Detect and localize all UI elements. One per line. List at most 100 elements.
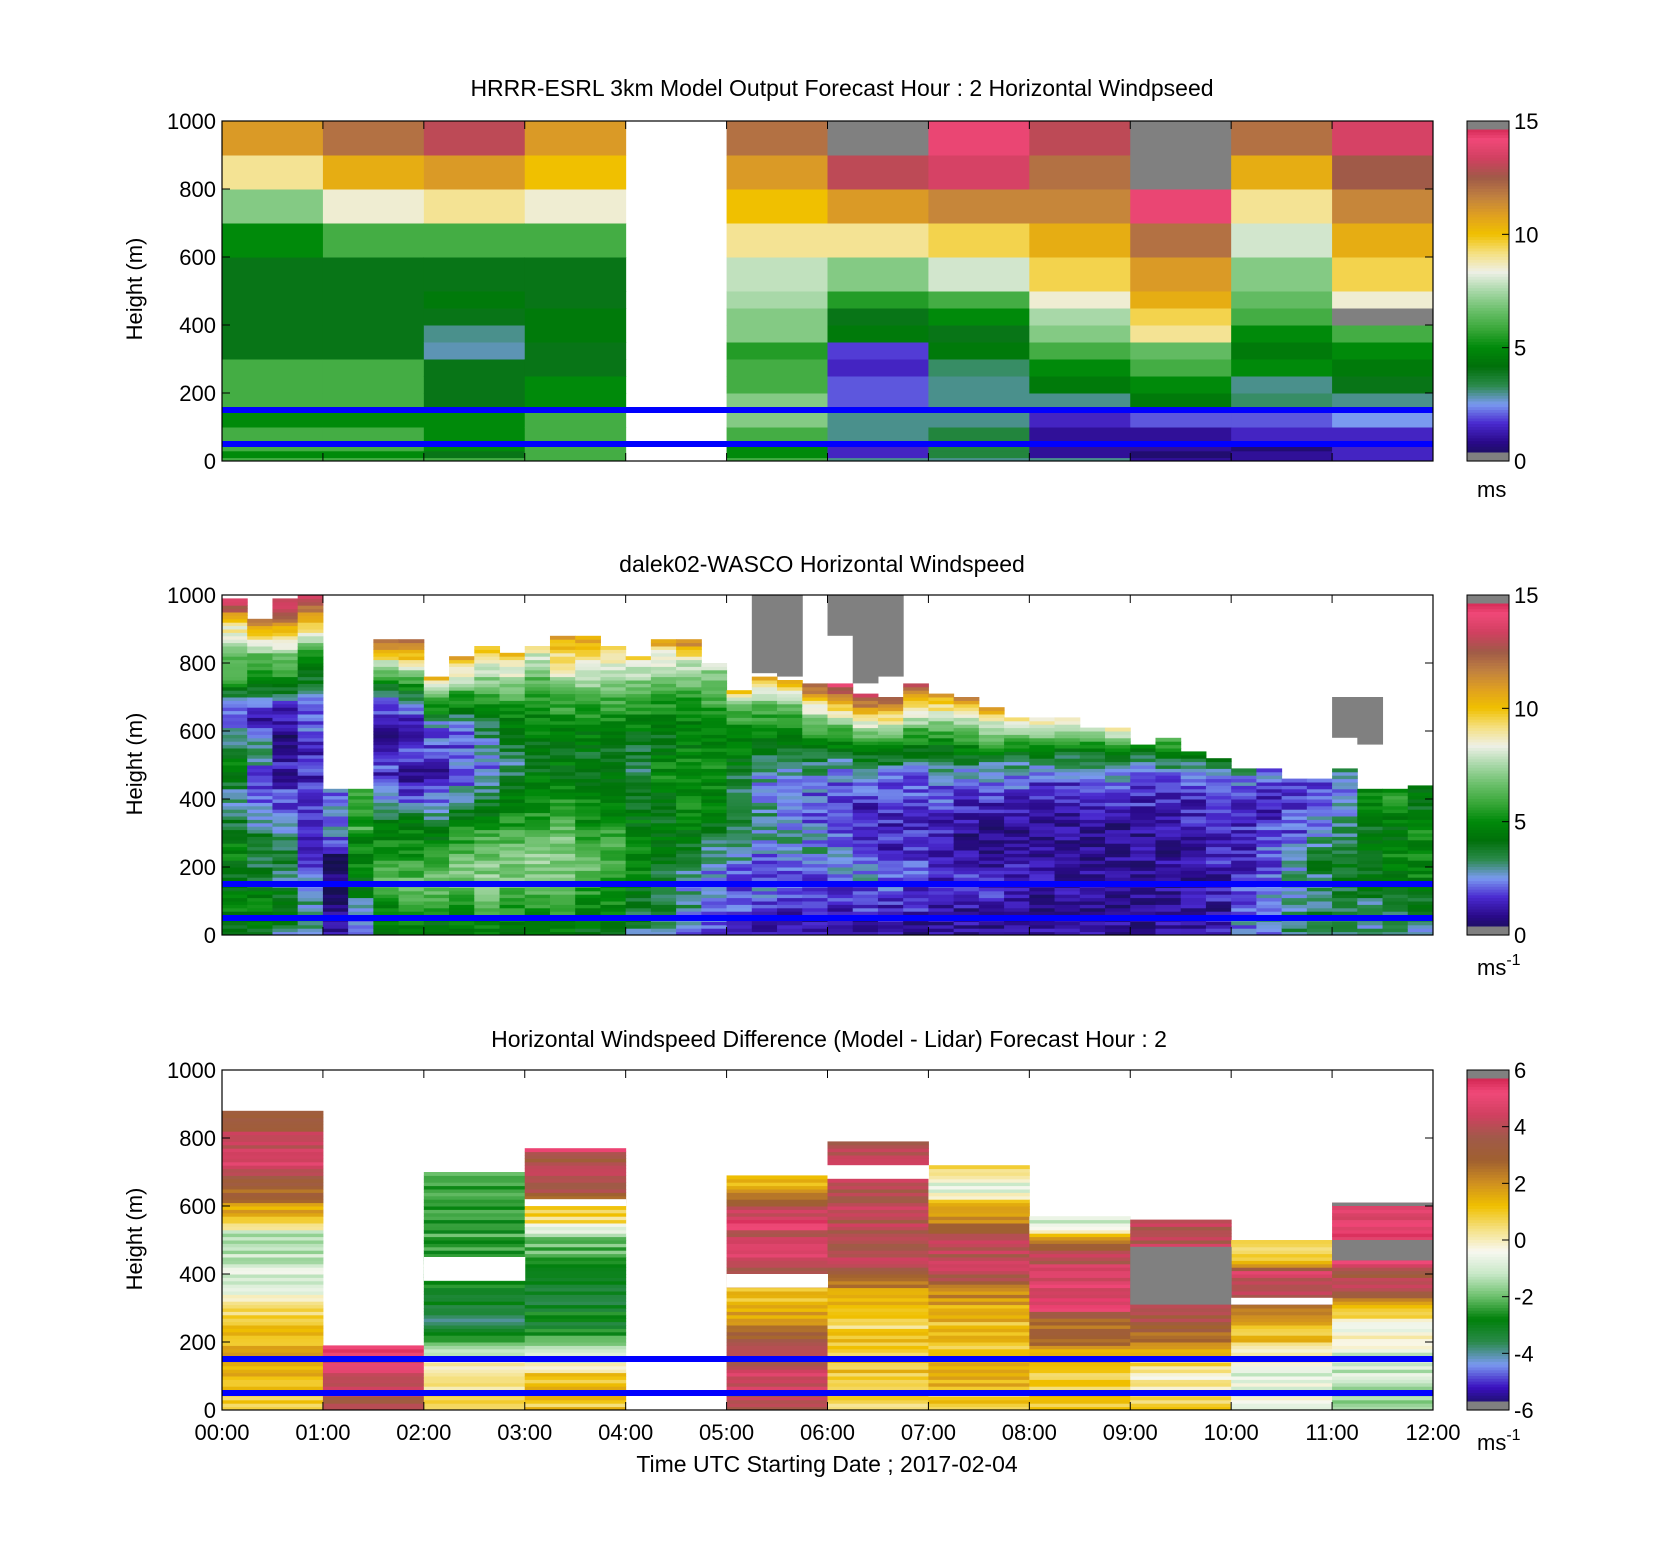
heatmap-cell [625,822,652,827]
heatmap-cell [423,410,526,428]
heatmap-cell [777,731,803,735]
heatmap-cell [222,744,248,749]
heatmap-cell [1407,860,1434,865]
heatmap-cell [1256,819,1283,824]
colorbar-swatch [1467,441,1509,445]
heatmap-cell [1281,799,1308,803]
colorbar-swatch [1467,603,1509,607]
heatmap-cell [852,870,879,875]
heatmap-cell [1029,928,1056,933]
heatmap-cell [903,887,929,892]
heatmap-cell [1306,863,1333,868]
heatmap-cell [1231,1382,1333,1387]
heatmap-cell [1155,795,1182,800]
heatmap-cell [827,410,929,428]
heatmap-cell [676,642,702,647]
colorbar-swatch [1467,688,1509,692]
heatmap-cell [726,1287,828,1292]
heatmap-cell [978,744,1005,749]
heatmap-cell [398,727,425,732]
heatmap-cell [751,816,778,820]
heatmap-cell [928,758,955,763]
heatmap-cell [524,1148,627,1153]
colorbar-swatch [1467,1381,1509,1386]
heatmap-cell [524,680,551,684]
heatmap-cell [928,393,1030,411]
heatmap-cell [423,1202,526,1207]
heatmap-cell [1306,829,1333,834]
heatmap-cell [1281,785,1308,790]
heatmap-cell [1231,121,1333,156]
heatmap-cell [1130,843,1156,848]
heatmap-cell [1306,816,1333,820]
heatmap-cell [398,829,425,834]
heatmap-cell [827,850,854,854]
heatmap-cell [600,931,627,936]
heatmap-cell [953,901,980,905]
heatmap-cell [297,598,324,603]
heatmap-cell [1205,761,1232,766]
heatmap-cell [701,720,728,725]
heatmap-cell [777,697,803,701]
heatmap-cell [449,802,475,807]
heatmap-cell [978,812,1005,817]
heatmap-cell [1130,877,1156,882]
heatmap-cell [1029,1260,1131,1265]
heatmap-cell [903,737,929,742]
heatmap-cell [1231,816,1257,820]
heatmap-cell [726,1382,828,1387]
heatmap-cell [1332,1263,1434,1268]
heatmap-cell [272,802,299,807]
heatmap-cell [1029,1321,1131,1326]
heatmap-cell [524,1226,627,1231]
heatmap-cell [1029,877,1056,882]
heatmap-cell [1054,928,1081,933]
heatmap-cell [423,308,526,326]
heatmap-cell [322,1369,425,1374]
heatmap-cell [1231,887,1257,892]
heatmap-cell [1054,863,1081,868]
heatmap-cell [676,788,702,793]
heatmap-cell [802,782,828,786]
heatmap-cell [222,598,248,603]
heatmap-cell [726,873,753,878]
heatmap-cell [827,1280,929,1285]
heatmap-cell [1054,724,1081,729]
heatmap-cell [297,863,324,868]
colorbar-swatch [1467,725,1509,729]
colorbar-swatch [1467,1296,1509,1301]
heatmap-cell [928,1267,1030,1272]
heatmap-cell [1231,189,1333,224]
heatmap-cell [1256,873,1283,878]
heatmap-cell [676,802,702,807]
heatmap-cell [953,894,980,899]
heatmap-cell [1029,846,1056,851]
heatmap-cell [903,707,929,712]
heatmap-cell [449,924,475,929]
heatmap-cell [297,748,324,752]
heatmap-cell [222,809,248,814]
heatmap-cell [222,1185,324,1190]
heatmap-cell [978,890,1005,895]
colorbar-swatch [1467,172,1509,176]
heatmap-cell [1004,843,1030,848]
colorbar-swatch [1467,1191,1509,1196]
heatmap-cell [1231,911,1257,916]
heatmap-cell [1281,802,1308,807]
colorbar-swatch [1467,1274,1509,1278]
heatmap-cell [575,822,601,827]
heatmap-cell [1130,897,1156,902]
heatmap-cell [877,703,904,708]
heatmap-cell [272,863,299,868]
heatmap-cell [1332,816,1358,820]
heatmap-cell [398,802,425,807]
heatmap-cell [524,686,551,691]
heatmap-cell [600,795,627,800]
heatmap-cell [474,748,501,752]
heatmap-cell [676,707,702,712]
heatmap-cell [1407,829,1434,834]
heatmap-cell [423,1376,526,1380]
heatmap-cell [978,758,1005,763]
heatmap-cell [423,707,450,712]
heatmap-cell [474,724,501,729]
